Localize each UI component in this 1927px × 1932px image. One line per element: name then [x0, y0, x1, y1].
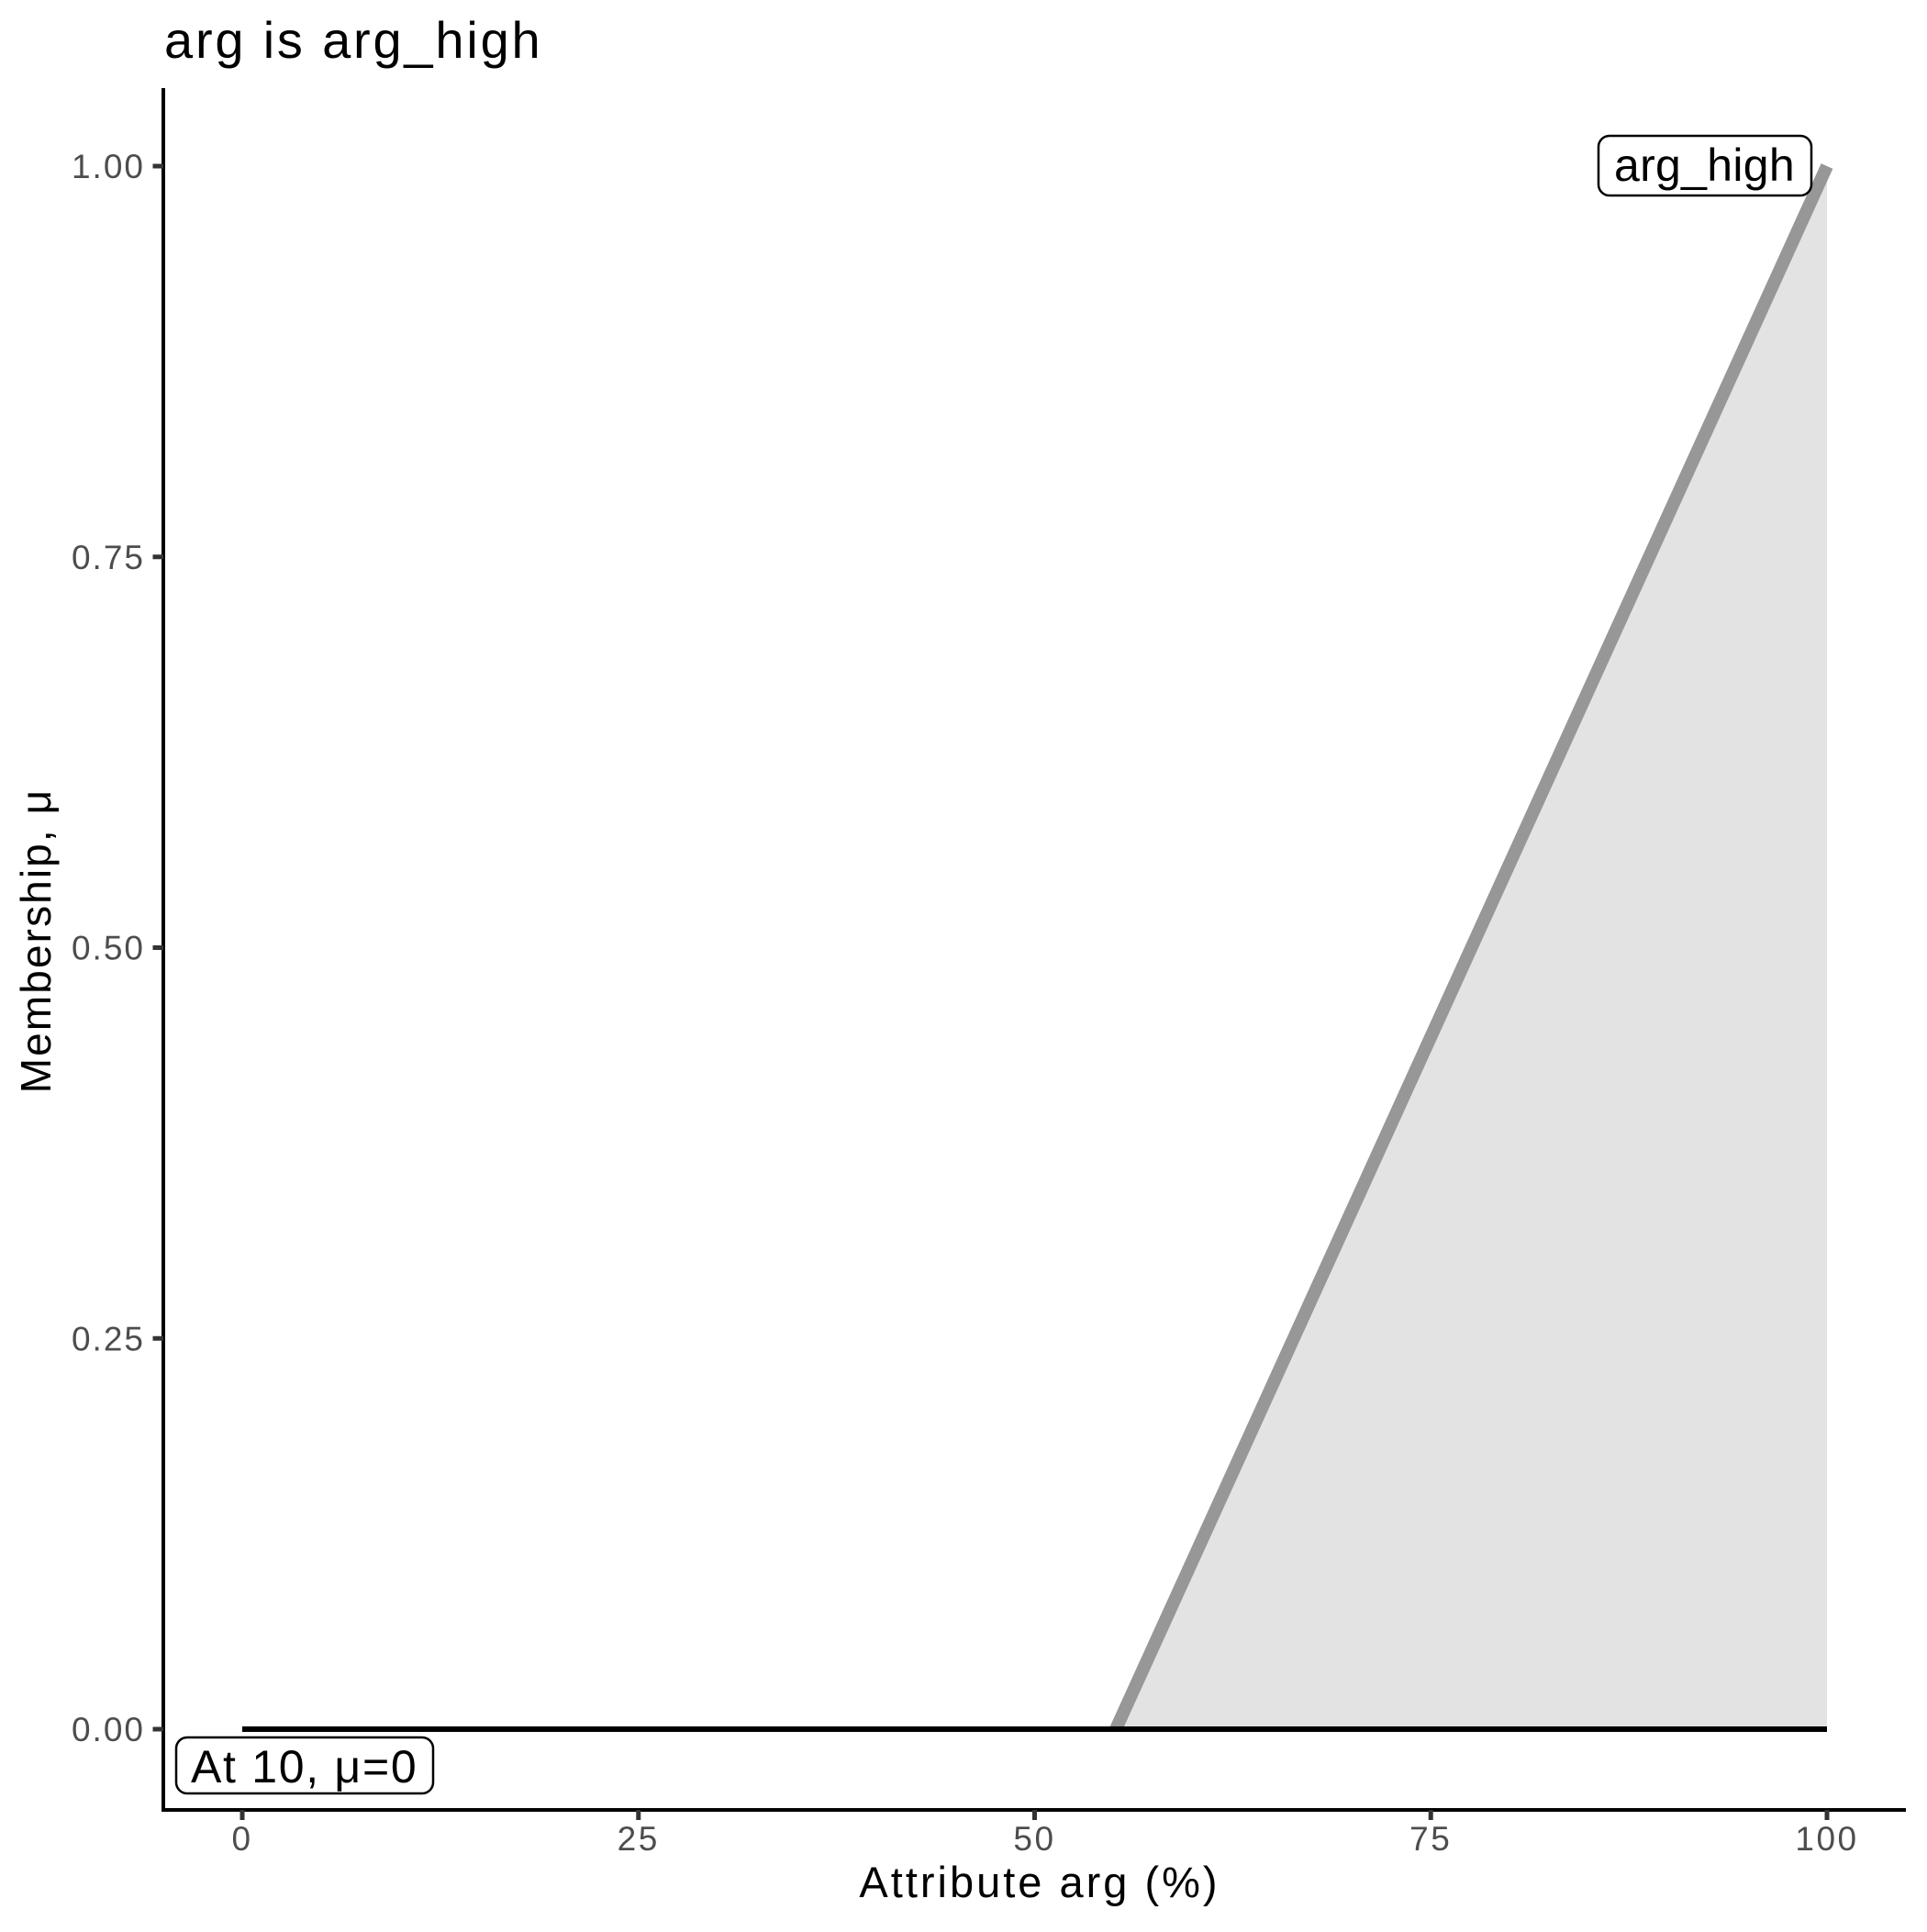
- svg-text:75: 75: [1409, 1820, 1452, 1858]
- svg-text:0.25: 0.25: [72, 1320, 145, 1357]
- svg-text:0.50: 0.50: [72, 930, 145, 967]
- svg-text:50: 50: [1013, 1820, 1055, 1858]
- svg-text:0.75: 0.75: [72, 539, 145, 576]
- svg-text:1.00: 1.00: [72, 148, 145, 185]
- svg-text:0.00: 0.00: [72, 1711, 145, 1748]
- svg-text:100: 100: [1795, 1820, 1858, 1858]
- svg-text:0: 0: [231, 1820, 252, 1858]
- svg-text:At 10, μ=0: At 10, μ=0: [191, 1741, 418, 1792]
- svg-text:Attribute arg (%): Attribute arg (%): [859, 1858, 1220, 1906]
- svg-text:arg_high: arg_high: [1614, 140, 1795, 191]
- svg-text:arg is arg_high: arg is arg_high: [164, 11, 542, 69]
- svg-text:25: 25: [618, 1820, 660, 1858]
- svg-text:Membership, μ: Membership, μ: [12, 788, 60, 1093]
